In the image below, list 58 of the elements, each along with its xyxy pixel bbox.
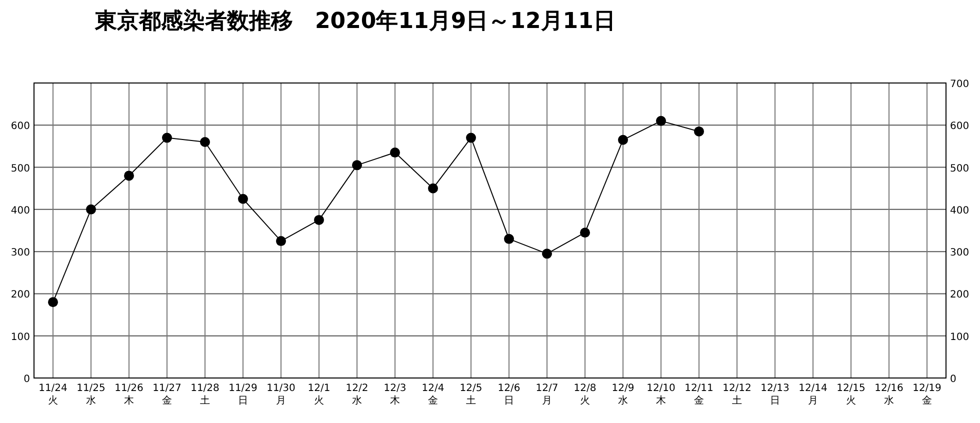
x-tick-label: 12/9 水 — [612, 383, 634, 406]
x-tick-label: 12/5 土 — [460, 383, 482, 406]
point — [390, 148, 400, 158]
point — [86, 204, 96, 214]
x-tick-label: 11/25 水 — [76, 383, 106, 406]
x-tick-label: 12/7 月 — [536, 383, 558, 406]
y2-tick-label: 0 — [950, 374, 956, 385]
y2-tick-label: 500 — [950, 163, 970, 174]
point — [48, 297, 58, 308]
point — [656, 116, 666, 126]
x-tick-label: 11/29 日 — [228, 383, 258, 406]
point — [352, 160, 362, 170]
y-tick-label: 200 — [10, 290, 30, 301]
y2-tick-label: 700 — [950, 79, 970, 90]
y2-tick-label: 100 — [950, 332, 970, 343]
x-tick-label: 12/11 金 — [684, 383, 714, 406]
x-tick-label: 12/3 木 — [384, 383, 406, 406]
x-tick-label: 12/2 水 — [346, 383, 368, 406]
point — [276, 236, 286, 246]
x-tick-label: 12/14 月 — [798, 383, 828, 406]
y-tick-label: 600 — [10, 121, 30, 132]
x-tick-label: 12/4 金 — [422, 383, 444, 406]
x-tick-label: 11/28 土 — [190, 383, 220, 406]
point — [428, 183, 438, 194]
point — [618, 134, 628, 145]
y2-tick-label: 200 — [950, 290, 970, 301]
point — [694, 126, 704, 136]
point — [124, 170, 134, 181]
point — [238, 194, 248, 204]
point — [200, 137, 210, 147]
y2-tick-label: 400 — [950, 205, 970, 216]
point — [580, 228, 590, 238]
point — [542, 248, 552, 259]
point — [466, 132, 476, 143]
y2-tick-label: 600 — [950, 121, 970, 132]
chart-title: 東京都感染者数推移 2020年11月9日～12月11日 — [94, 8, 616, 34]
point — [314, 214, 324, 225]
y-tick-label: 0 — [24, 374, 30, 385]
x-tick-label: 11/24 火 — [38, 383, 68, 406]
y-tick-label: 100 — [10, 332, 30, 343]
y-tick-label: 400 — [10, 205, 30, 216]
x-tick-label: 12/13 日 — [760, 383, 790, 406]
point — [504, 234, 514, 244]
x-tick-label: 12/8 火 — [574, 383, 596, 406]
x-tick-label: 11/26 木 — [114, 383, 144, 406]
x-tick-label: 12/15 火 — [836, 383, 866, 406]
x-tick-label: 12/1 火 — [308, 383, 330, 406]
x-tick-label: 12/16 水 — [874, 383, 904, 406]
y-tick-label: 300 — [10, 248, 30, 259]
x-tick-label: 11/30 月 — [266, 383, 296, 406]
point — [162, 132, 172, 143]
x-tick-label: 12/10 木 — [646, 383, 676, 406]
y2-tick-label: 300 — [950, 248, 970, 259]
x-tick-label: 12/19 金 — [912, 383, 942, 406]
x-tick-label: 12/12 土 — [722, 383, 752, 406]
y-tick-label: 500 — [10, 163, 30, 174]
x-tick-label: 12/6 日 — [498, 383, 520, 406]
x-tick-label: 11/27 金 — [152, 383, 182, 406]
